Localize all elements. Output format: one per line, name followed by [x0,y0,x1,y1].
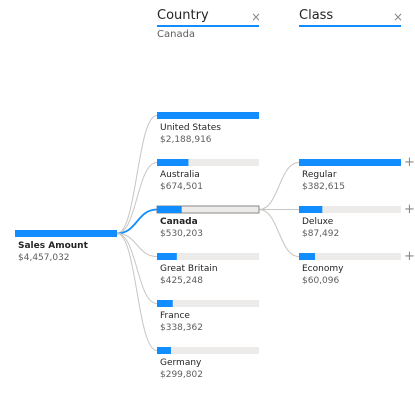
country-track-france[interactable] [157,300,259,307]
class-bar-deluxe[interactable] [299,206,323,213]
country-label-united-states: United States [160,123,221,133]
expand-regular-icon[interactable]: + [404,155,415,170]
class-value-deluxe: $87,492 [302,229,339,239]
connector-canada-economy [258,209,300,257]
class-value-regular: $382,615 [302,182,345,192]
country-value-great-britain: $425,248 [160,276,203,286]
country-close-icon[interactable]: × [251,10,262,24]
class-track-deluxe[interactable] [299,206,401,213]
country-label-germany: Germany [160,358,202,368]
class-value-economy: $60,096 [302,276,339,286]
country-bar-australia[interactable] [157,159,189,166]
country-header-underline [157,25,259,27]
class-label-economy: Economy [302,264,344,274]
expand-deluxe-icon[interactable]: + [404,202,415,217]
country-bar-great-britain[interactable] [157,253,177,260]
connector-root-france [116,233,158,304]
country-track-germany[interactable] [157,347,259,354]
class-bar-economy[interactable] [299,253,316,260]
connector-root-canada [116,208,158,235]
country-label-great-britain: Great Britain [160,264,218,274]
connector-root-australia [116,162,158,234]
country-selected-value: Canada [157,29,196,40]
expand-economy-icon[interactable]: + [404,249,415,264]
country-bar-united-states[interactable] [157,112,259,119]
class-close-icon[interactable]: × [393,10,404,24]
country-header-title: Country [157,8,209,23]
connector-root-great-britain [116,233,158,257]
country-track-australia[interactable] [157,159,259,166]
class-header-title: Class [299,8,334,23]
connector-canada-regular [258,162,300,210]
connector-root-united-states [116,115,158,234]
class-header-underline [299,25,401,27]
country-track-great-britain[interactable] [157,253,259,260]
class-track-economy[interactable] [299,253,401,260]
connector-root-germany [116,233,158,351]
class-bar-regular[interactable] [299,159,401,166]
country-label-canada: Canada [160,217,198,227]
country-bar-france[interactable] [157,300,173,307]
root-label: Sales Amount [18,241,89,251]
class-label-deluxe: Deluxe [302,217,334,227]
country-value-australia: $674,501 [160,182,203,192]
country-value-united-states: $2,188,916 [160,135,212,145]
root-value: $4,457,032 [18,253,70,263]
country-label-australia: Australia [160,170,200,180]
country-value-france: $338,362 [160,323,203,333]
root-bar[interactable] [15,230,117,237]
country-bar-canada[interactable] [157,206,182,213]
country-value-germany: $299,802 [160,370,203,380]
class-label-regular: Regular [302,170,337,180]
country-label-france: France [160,311,190,321]
country-value-canada: $530,203 [160,229,203,239]
country-bar-germany[interactable] [157,347,171,354]
